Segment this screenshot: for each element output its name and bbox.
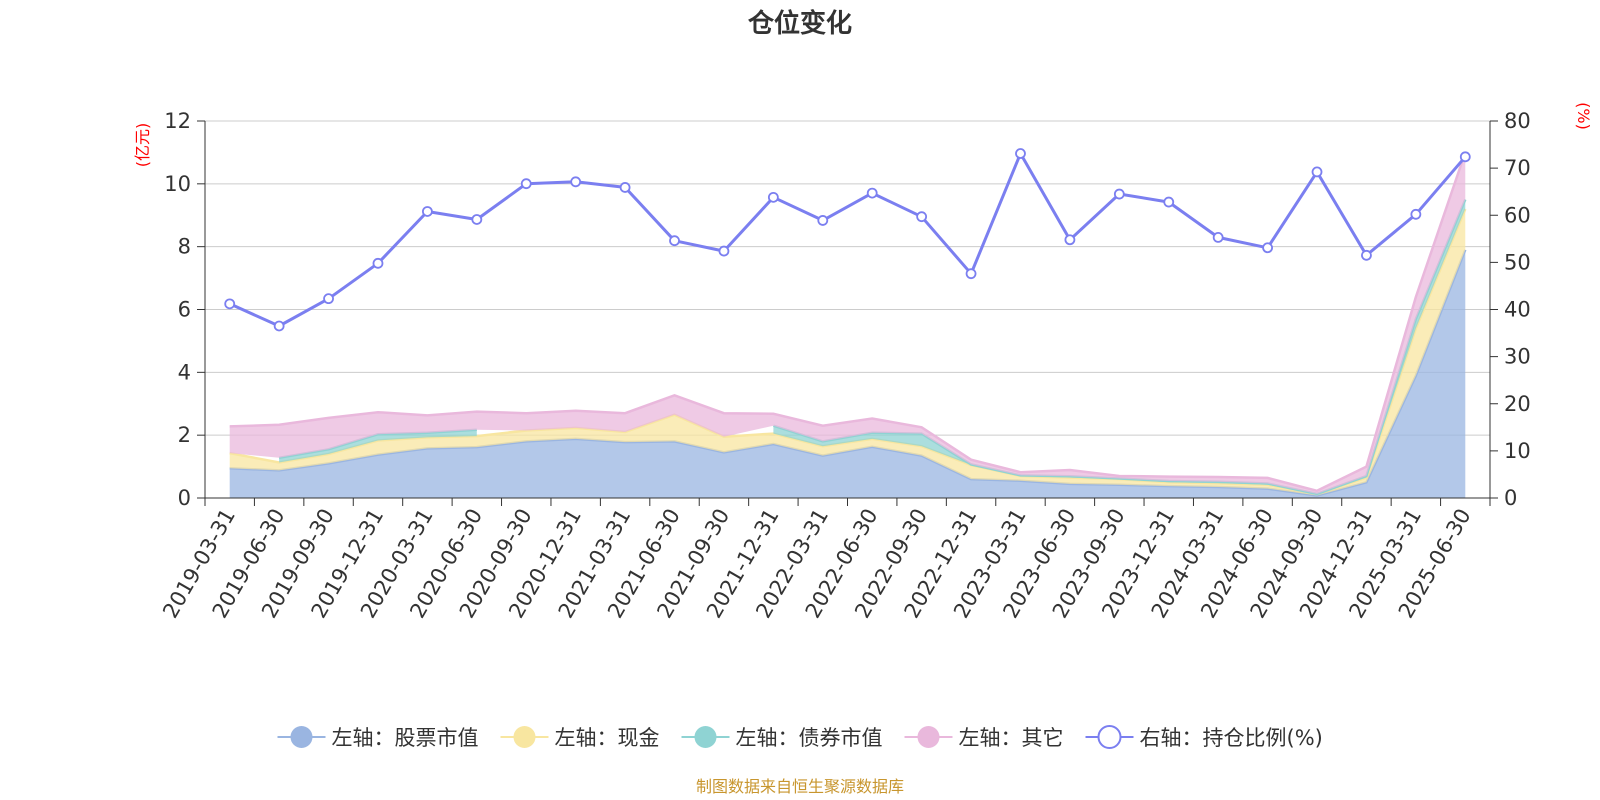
other-area — [229, 152, 1466, 494]
ratio-legend-label: 右轴：持仓比例(%) — [1140, 726, 1323, 750]
ratio-point — [1262, 242, 1273, 254]
right-tick-label: 20 — [1504, 392, 1531, 416]
ratio-point — [372, 257, 384, 269]
ratio-point — [570, 176, 582, 188]
ratio-point — [422, 206, 433, 217]
stock-legend-circle-icon — [290, 726, 313, 748]
ratio-point — [1163, 196, 1175, 208]
other-legend-circle-icon — [917, 726, 940, 748]
ratio-point — [866, 187, 878, 199]
left-axis-unit: (亿元) — [133, 123, 152, 168]
source-note: 制图数据来自恒生聚源数据库 — [696, 777, 904, 796]
ratio-point — [520, 178, 532, 190]
ratio-point — [1410, 208, 1422, 220]
ratio-point — [669, 235, 680, 247]
left-tick-label: 2 — [178, 423, 191, 447]
ratio-point — [619, 182, 631, 193]
stock-legend-label: 左轴：股票市值 — [332, 726, 479, 750]
stock-area — [229, 249, 1466, 498]
left-tick-label: 10 — [164, 172, 191, 196]
right-tick-label: 0 — [1504, 486, 1517, 510]
right-tick-label: 40 — [1504, 298, 1531, 322]
stacked-areas — [229, 151, 1467, 498]
ratio-point — [817, 215, 829, 226]
ratio-line — [224, 148, 1471, 332]
ratio-point — [1113, 188, 1125, 200]
ratio-point — [965, 268, 977, 280]
left-tick-label: 8 — [178, 235, 191, 259]
right-tick-label: 30 — [1504, 345, 1531, 369]
left-tick-label: 0 — [178, 486, 191, 510]
cash-legend-circle-icon — [513, 726, 536, 748]
left-tick-label: 12 — [164, 109, 191, 133]
ratio-point — [718, 245, 730, 257]
ratio-line-path — [229, 152, 1467, 328]
ratio-point — [471, 214, 483, 225]
right-tick-label: 70 — [1504, 156, 1531, 180]
other-area-edge — [229, 151, 1467, 493]
ratio-point — [224, 298, 236, 310]
right-axis-unit: (%) — [1574, 102, 1593, 130]
bond-area — [279, 429, 477, 463]
ratio-point — [1064, 234, 1076, 246]
right-tick-label: 50 — [1504, 250, 1531, 274]
legend: 左轴：股票市值 左轴：现金 左轴：债券市值 左轴：其它 右轴：持仓比例(%) — [277, 725, 1323, 750]
ratio-point — [1212, 231, 1224, 243]
left-tick-label: 4 — [178, 360, 191, 384]
chart-title: 仓位变化 — [747, 8, 852, 39]
ratio-point — [273, 320, 285, 332]
ratio-point — [916, 211, 928, 223]
ratio-point — [1311, 166, 1323, 178]
bond-legend-label: 左轴：债券市值 — [736, 726, 883, 750]
bond-legend-circle-icon — [694, 726, 717, 748]
ratio-point — [767, 191, 779, 203]
left-tick-label: 6 — [178, 298, 191, 322]
cash-legend-label: 左轴：现金 — [555, 726, 660, 750]
ratio-point — [1361, 249, 1372, 261]
ratio-point — [323, 293, 334, 305]
other-legend-label: 左轴：其它 — [959, 726, 1064, 750]
right-tick-label: 10 — [1504, 439, 1531, 463]
right-tick-label: 60 — [1504, 203, 1531, 227]
right-tick-label: 80 — [1504, 109, 1531, 133]
ratio-point — [1459, 151, 1471, 163]
ratio-legend-circle-icon — [1097, 725, 1122, 749]
grid — [205, 120, 1490, 436]
ratio-point — [1015, 148, 1026, 159]
